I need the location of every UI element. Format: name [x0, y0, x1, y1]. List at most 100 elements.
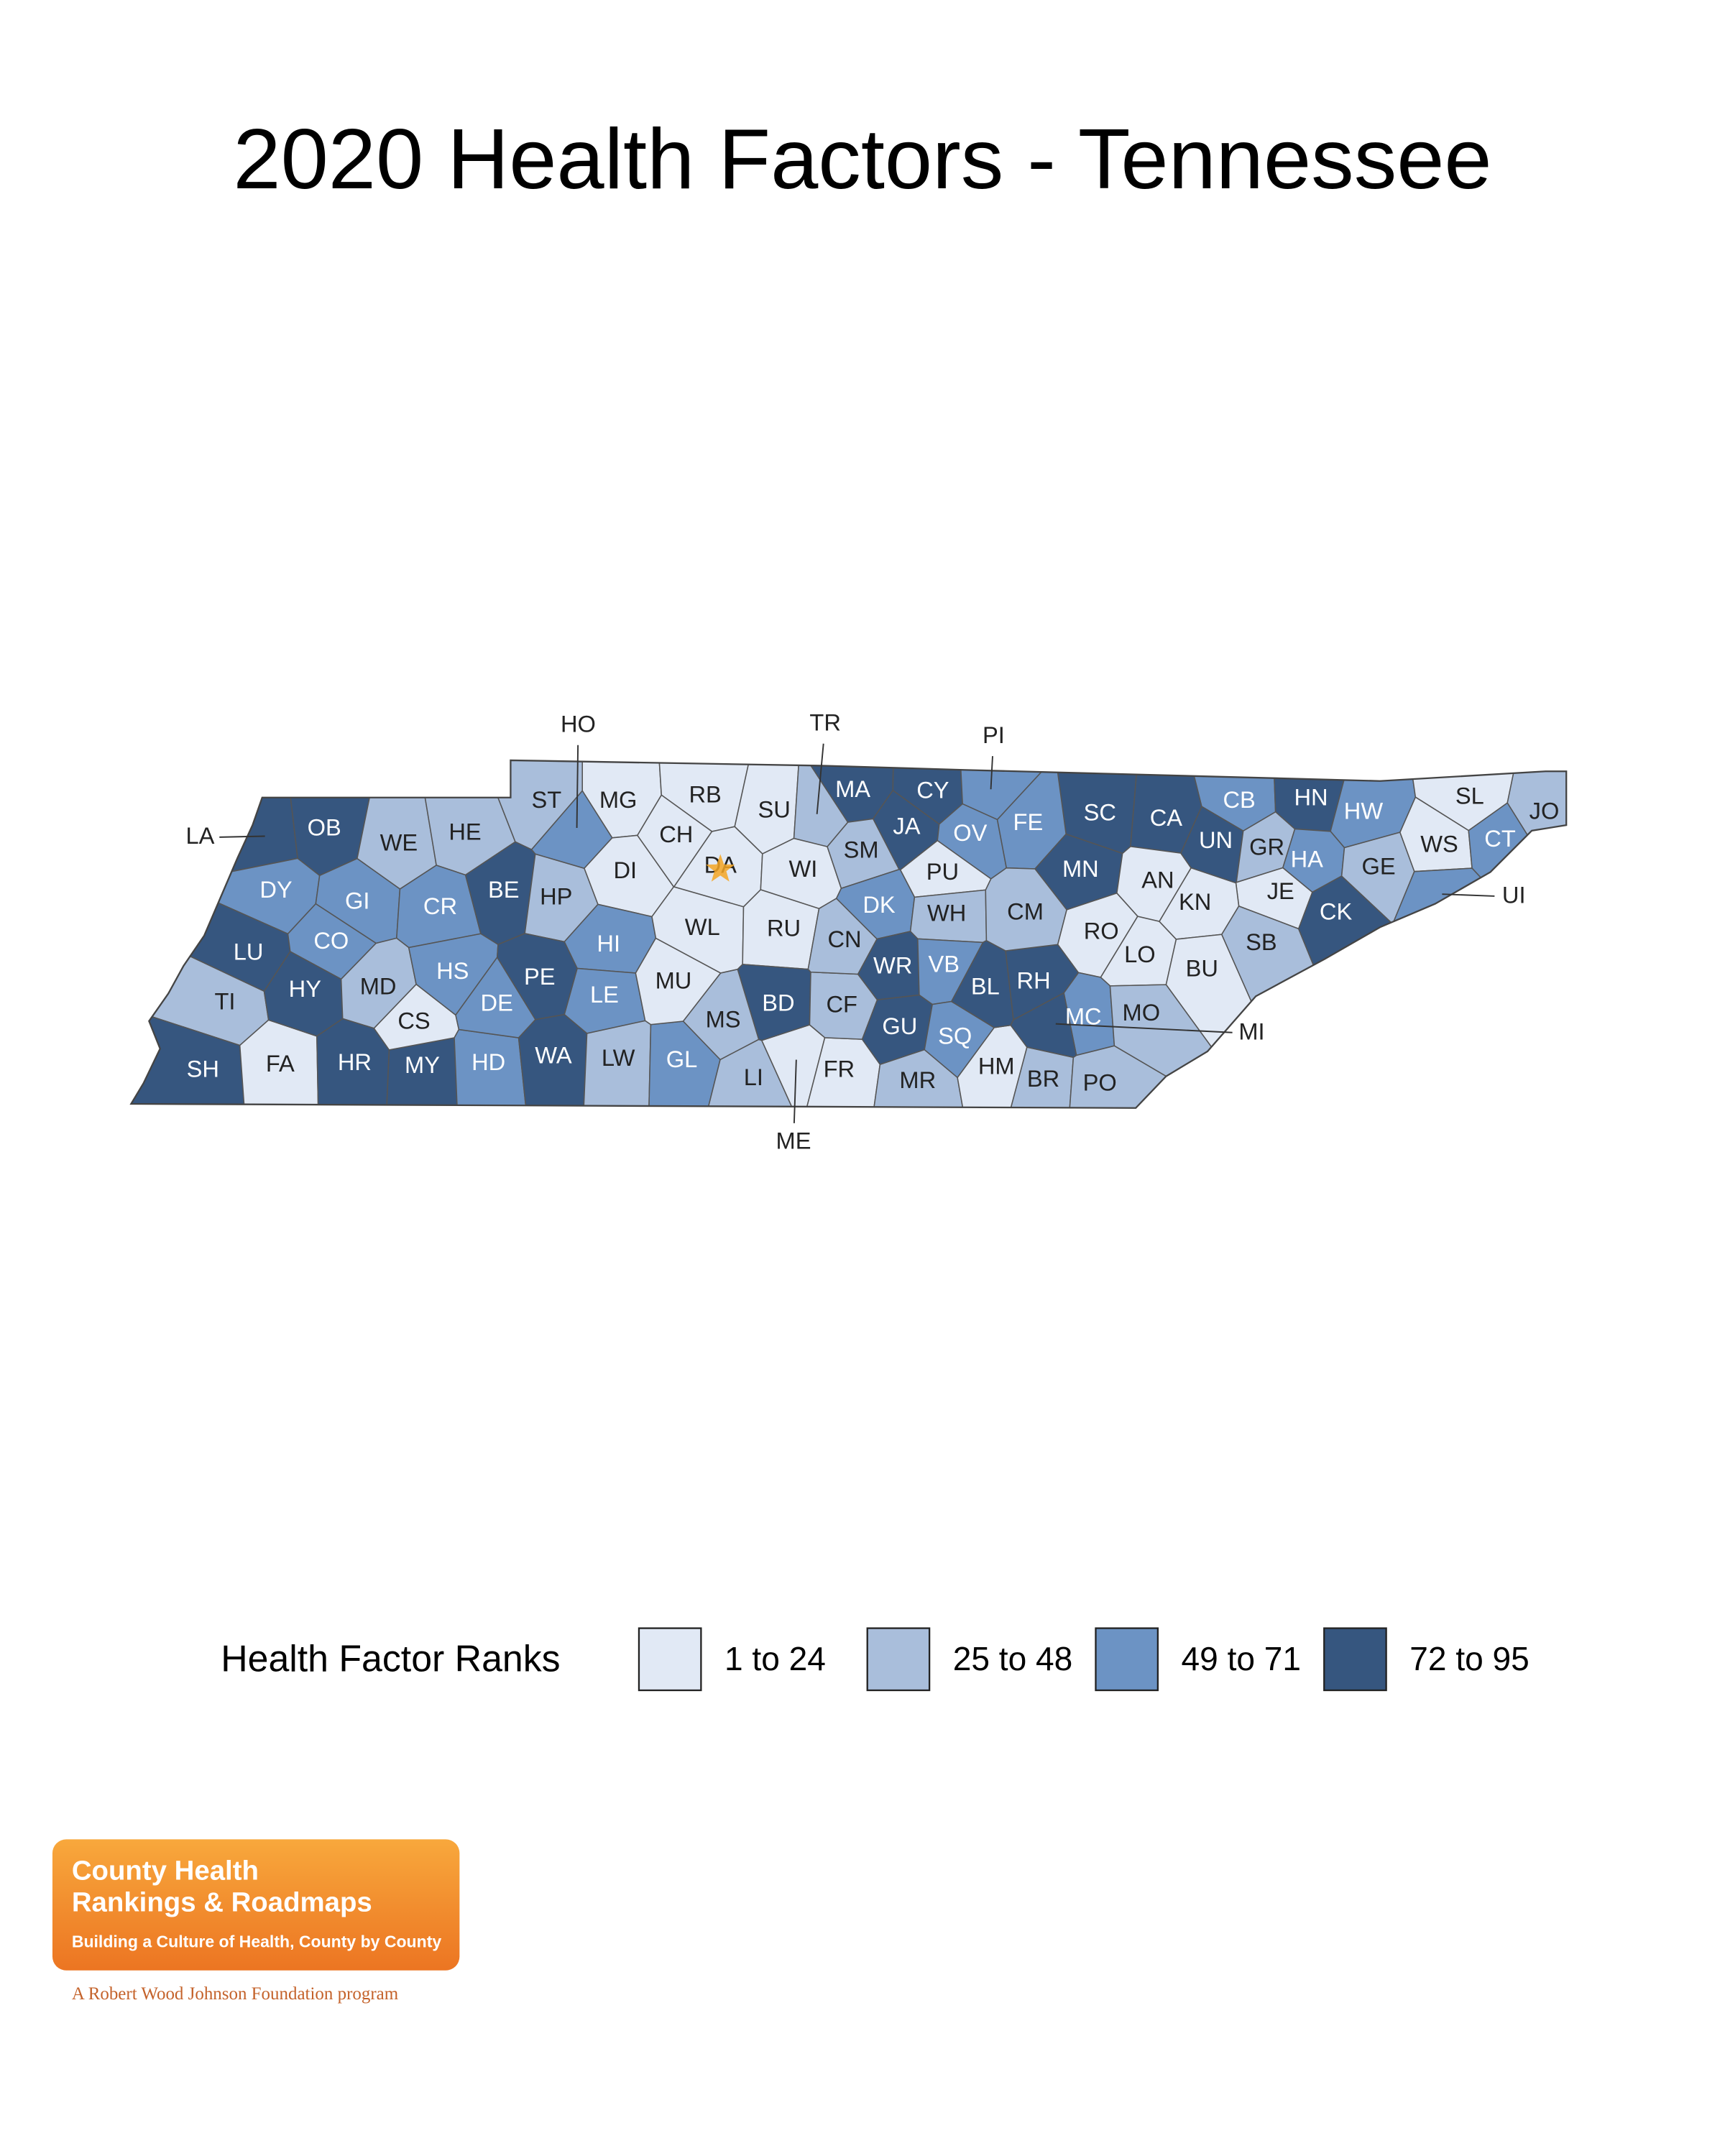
county — [131, 760, 298, 884]
logo-box — [52, 1839, 460, 1971]
logo-tagline: Building a Culture of Health, County by … — [72, 1932, 442, 1950]
county-label: PE — [524, 963, 556, 990]
capital-star — [706, 854, 735, 882]
leader-line — [990, 756, 993, 790]
county-label: BD — [762, 989, 794, 1015]
county-label: RO — [1084, 918, 1119, 944]
county-label: SB — [1246, 929, 1277, 955]
county-label: TR — [809, 709, 841, 736]
legend-label: 72 to 95 — [1409, 1640, 1530, 1677]
map-title: 2020 Health Factors - Tennessee — [233, 111, 1491, 207]
county-label: CK — [1320, 898, 1353, 925]
county-label: LE — [590, 981, 619, 1008]
county-label: CT — [1484, 825, 1516, 852]
county-label: DK — [862, 891, 896, 918]
county-label: CF — [826, 990, 857, 1017]
leader-line — [1442, 893, 1495, 897]
county-label: DI — [613, 857, 637, 883]
logo-line: County Health — [72, 1856, 259, 1886]
county-label: LI — [744, 1064, 763, 1090]
county-label: AN — [1141, 867, 1174, 893]
legend-swatch — [1095, 1627, 1159, 1692]
leader-line — [1055, 1023, 1233, 1033]
county — [682, 968, 760, 1061]
legend-label: 49 to 71 — [1182, 1640, 1302, 1677]
county-label: ME — [776, 1127, 811, 1153]
county-label: RU — [767, 915, 801, 941]
county-label: CO — [313, 927, 349, 954]
state-outline — [129, 759, 1568, 1109]
county-label: PO — [1083, 1069, 1117, 1096]
county-label: OV — [953, 819, 987, 846]
county-label: JA — [893, 813, 920, 839]
legend: 1 to 24 25 to 48 49 to 71 72 to 95 — [638, 1627, 1530, 1692]
county-label: CS — [397, 1007, 430, 1033]
county-label: RB — [689, 780, 721, 807]
leader-line — [816, 743, 824, 814]
county-label: HP — [540, 883, 572, 910]
county-label: LU — [234, 938, 264, 964]
county-label: HM — [978, 1053, 1015, 1079]
county — [1010, 992, 1077, 1059]
county-label: BE — [488, 876, 520, 903]
county-label: HA — [1291, 846, 1324, 872]
county-label: SH — [187, 1056, 219, 1082]
county-label: MS — [706, 1005, 741, 1032]
county-label: TI — [214, 987, 235, 1014]
county-label: CH — [659, 821, 693, 847]
county-label: GE — [1362, 852, 1396, 879]
county-label: CB — [1223, 786, 1255, 813]
county — [564, 967, 646, 1034]
county-label: JE — [1267, 877, 1294, 904]
county-label: WE — [380, 829, 418, 856]
county-label: CY — [916, 777, 949, 803]
county-label: CM — [1007, 898, 1044, 925]
county-label: MY — [405, 1051, 440, 1078]
county-label: WL — [685, 913, 720, 940]
county — [582, 1020, 652, 1108]
county-label: SC — [1084, 798, 1116, 825]
county-label: HS — [436, 957, 469, 984]
county-label: HY — [289, 975, 322, 1002]
county-label: BR — [1027, 1065, 1059, 1092]
county-label: PU — [926, 858, 959, 885]
county — [1392, 867, 1567, 1108]
leader-line — [576, 745, 579, 829]
county-label: GL — [666, 1046, 698, 1072]
legend-label: 1 to 24 — [724, 1640, 826, 1677]
legend-title: Health Factor Ranks — [221, 1637, 560, 1679]
county-label: SQ — [938, 1022, 972, 1049]
county-label: WH — [927, 900, 966, 926]
county-label: BU — [1186, 954, 1218, 981]
county — [924, 1000, 995, 1079]
county-label: KN — [1179, 888, 1211, 915]
county-label: FA — [266, 1050, 295, 1077]
county-label: HW — [1344, 798, 1384, 824]
county-label: GI — [345, 887, 369, 913]
logo-sponsor: A Robert Wood Johnson Foundation program — [72, 1984, 399, 2004]
legend-label: 25 to 48 — [953, 1640, 1073, 1677]
county-label: JO — [1530, 798, 1560, 824]
county-label: LW — [602, 1044, 635, 1071]
county-label: MU — [656, 967, 692, 994]
county-label: WA — [535, 1041, 572, 1068]
legend-swatch — [866, 1627, 931, 1692]
county-label: MD — [360, 972, 397, 999]
county-label: SU — [758, 796, 790, 823]
county-label: CN — [827, 926, 861, 952]
county-label: BL — [971, 972, 1000, 999]
county-label: GR — [1249, 833, 1284, 860]
county-label: PI — [983, 722, 1005, 748]
county-label: GU — [882, 1013, 917, 1039]
county — [518, 1013, 588, 1108]
county-label: HO — [561, 711, 596, 737]
county — [454, 1028, 529, 1108]
county-label: CR — [423, 893, 457, 919]
county-label: SM — [844, 836, 879, 862]
county-label: OB — [308, 814, 341, 841]
county-label: ST — [531, 786, 561, 813]
county-label: HN — [1294, 783, 1328, 810]
county-label: UN — [1199, 826, 1233, 853]
county-label: HI — [597, 930, 620, 957]
county-label: HD — [472, 1049, 505, 1075]
